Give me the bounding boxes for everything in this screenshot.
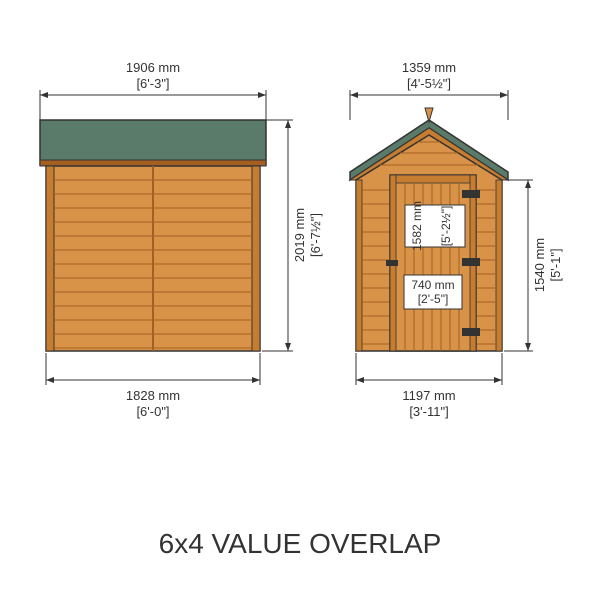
door-w-mm: 740 mm <box>411 278 454 292</box>
side-wall <box>46 166 260 351</box>
door-w-imp: [2'-5"] <box>418 292 449 306</box>
side-roof <box>40 120 266 165</box>
front-top-mm: 1359 mm <box>402 60 456 75</box>
side-bottom-imp: [6'-0"] <box>136 404 169 419</box>
dim-height-side: 2019 mm [6'-7½"] <box>262 120 323 351</box>
side-roof-edge <box>40 160 266 166</box>
dim-height-front: 1540 mm [5'-1"] <box>504 180 563 351</box>
dim-bottom-front: 1197 mm [3'-11"] <box>356 353 502 419</box>
side-top-imp: [6'-3"] <box>136 76 169 91</box>
front-top-imp: [4'-5½"] <box>407 76 451 91</box>
diagram-title: 6x4 VALUE OVERLAP <box>0 528 600 560</box>
hinge-icon <box>462 258 480 266</box>
door-width-label: 740 mm [2'-5"] <box>404 275 462 309</box>
latch-icon <box>386 260 398 266</box>
side-bottom-mm: 1828 mm <box>126 388 180 403</box>
front-door <box>386 175 480 351</box>
front-elevation: 1359 mm [4'-5½"] <box>350 60 563 419</box>
dim-bottom-side: 1828 mm [6'-0"] <box>46 353 260 419</box>
front-height-imp: [5'-1"] <box>548 248 563 281</box>
front-height-mm: 1540 mm <box>532 238 547 292</box>
hinge-icon <box>462 190 480 198</box>
front-bottom-imp: [3'-11"] <box>409 404 448 419</box>
front-bottom-mm: 1197 mm <box>402 388 455 403</box>
hinge-icon <box>462 328 480 336</box>
dim-top-side: 1906 mm [6'-3"] <box>40 60 266 122</box>
door-h-imp: [5'-2½"] <box>439 206 453 247</box>
door-h-mm: 1582 mm <box>410 201 424 251</box>
side-height-imp: [6'-7½"] <box>308 213 323 257</box>
side-top-mm: 1906 mm <box>126 60 180 75</box>
side-height-mm: 2019 mm <box>292 208 307 262</box>
door-height-label: 1582 mm [5'-2½"] <box>405 201 465 251</box>
side-elevation: 1906 mm [6'-3"] <box>40 60 323 419</box>
